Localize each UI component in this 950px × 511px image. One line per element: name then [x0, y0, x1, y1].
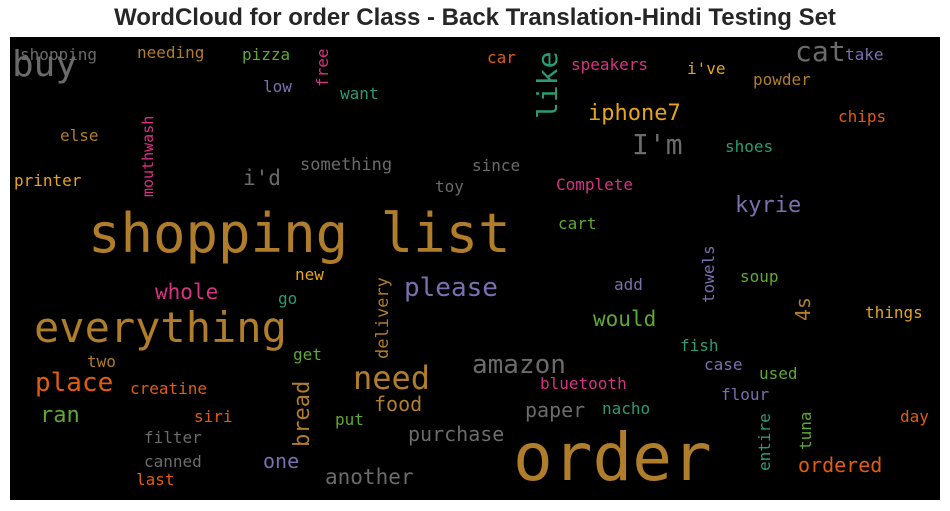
word-free: free	[313, 48, 332, 87]
word-pizza: pizza	[242, 45, 291, 64]
word-printer: printer	[14, 171, 82, 190]
word-last: last	[136, 470, 175, 489]
word-nacho: nacho	[602, 399, 651, 418]
word-cart: cart	[558, 214, 597, 233]
word-go: go	[278, 289, 298, 308]
word-canned: canned	[144, 452, 202, 471]
word-amazon: amazon	[472, 350, 566, 380]
word-shoes: shoes	[725, 137, 774, 156]
word-needing: needing	[137, 43, 205, 62]
word-bread: bread	[290, 380, 315, 447]
word-complete: Complete	[556, 175, 634, 194]
word-delivery: delivery	[373, 277, 393, 359]
word-mouthwash: mouthwash	[139, 115, 157, 197]
word-new: new	[295, 265, 324, 284]
word-kyrie: kyrie	[735, 193, 802, 218]
word-used: used	[759, 364, 798, 383]
word-case: case	[704, 355, 743, 374]
wordcloud-canvas: order shopping list everything buy need place…	[10, 37, 940, 500]
word-order: order	[513, 419, 712, 496]
word-i-d: i'd	[243, 166, 281, 190]
word-one: one	[263, 449, 300, 473]
word-two: two	[87, 352, 116, 371]
word-fish: fish	[680, 336, 719, 355]
word-please: please	[404, 273, 498, 303]
word-cat: cat	[795, 37, 846, 68]
word-shopping: shopping	[20, 45, 98, 64]
word-want: want	[340, 84, 379, 103]
word-like: like	[531, 51, 564, 119]
word-food: food	[374, 392, 423, 416]
word-take: take	[845, 45, 884, 64]
word-soup: soup	[740, 267, 779, 286]
word-add: add	[614, 275, 643, 294]
word-speakers: speakers	[571, 55, 649, 74]
word-day: day	[900, 407, 929, 426]
word-another: another	[325, 465, 414, 489]
word-ran: ran	[40, 403, 80, 428]
word-flour: flour	[721, 385, 770, 404]
word-need: need	[353, 359, 431, 397]
word-purchase: purchase	[408, 422, 505, 446]
word-i-ve: i've	[687, 59, 726, 78]
word-else: else	[60, 126, 99, 145]
word-something: something	[300, 155, 393, 175]
word-4s: 4s	[791, 296, 815, 321]
word-everything: everything	[34, 303, 287, 352]
word-siri: siri	[194, 407, 233, 426]
word-things: things	[865, 303, 923, 322]
word-would: would	[593, 307, 657, 331]
word-filter: filter	[144, 428, 202, 447]
word-buy: buy	[12, 44, 78, 85]
word-paper: paper	[525, 398, 586, 422]
word-since: since	[472, 156, 521, 175]
word-tuna: tuna	[796, 411, 815, 450]
word-ordered: ordered	[798, 453, 883, 477]
word-entire: entire	[755, 413, 774, 471]
word-put: put	[335, 410, 364, 429]
word-low: low	[263, 77, 292, 96]
word-whole: whole	[155, 280, 219, 304]
word-creatine: creatine	[130, 379, 208, 398]
word-toy: toy	[435, 177, 464, 196]
word-place: place	[35, 368, 114, 398]
word-shopping-list: shopping list	[88, 202, 511, 265]
word-bluetooth: bluetooth	[540, 374, 627, 393]
word-towels: towels	[699, 245, 718, 303]
word-i-m: I'm	[632, 128, 683, 161]
chart-title: WordCloud for order Class - Back Transla…	[114, 4, 836, 31]
word-car: car	[487, 48, 516, 67]
word-chips: chips	[838, 107, 887, 126]
word-iphone7: iphone7	[588, 101, 681, 126]
word-powder: powder	[753, 70, 811, 89]
word-get: get	[293, 345, 322, 364]
